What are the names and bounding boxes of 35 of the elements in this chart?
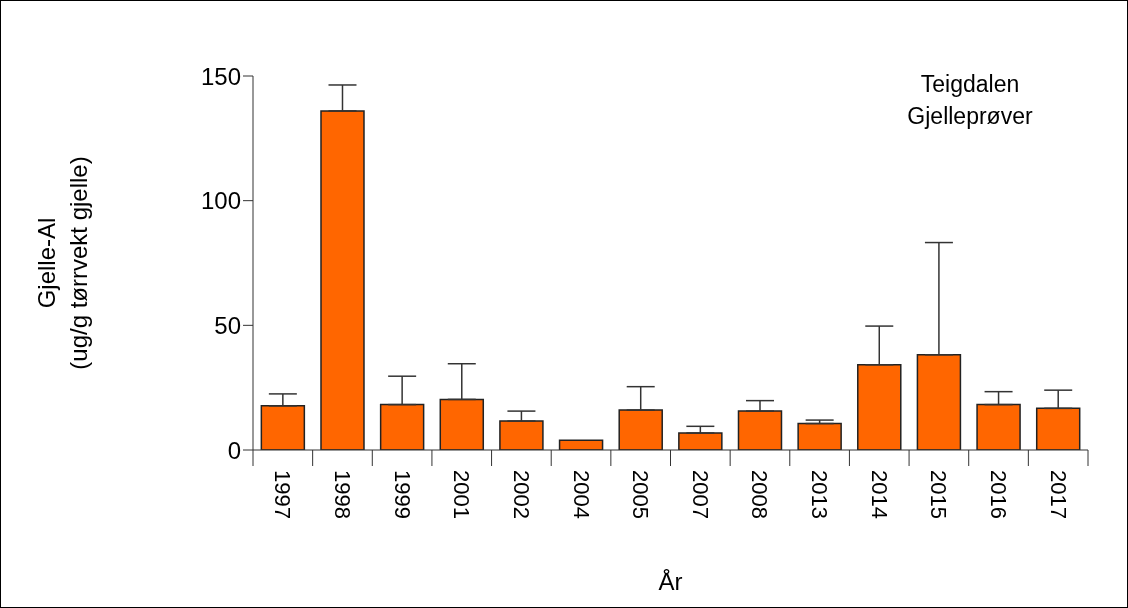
x-tick-label: 1999 <box>389 470 415 519</box>
bar <box>916 354 962 450</box>
bar <box>379 403 425 450</box>
bar <box>618 409 663 450</box>
y-tick-label: 100 <box>200 187 241 215</box>
bar <box>857 363 902 450</box>
y-axis-title: Gjelle-Al (ug/g tørrvekt gjelle) <box>33 156 92 370</box>
x-tick-label: 2016 <box>986 470 1012 519</box>
bar <box>797 422 842 450</box>
bar <box>439 398 485 450</box>
x-tick-label: 2017 <box>1045 470 1071 519</box>
x-tick-label: 2004 <box>568 470 594 519</box>
x-tick-label: 1998 <box>329 470 355 519</box>
x-tick-label: 2007 <box>687 470 713 519</box>
x-tick-label: 2013 <box>807 470 833 519</box>
x-tick-label: 2015 <box>926 470 952 519</box>
bar <box>260 405 306 450</box>
bar <box>976 403 1021 450</box>
y-tick-label: 50 <box>214 311 241 339</box>
x-tick-label: 2002 <box>508 470 534 519</box>
y-tick-label: 0 <box>227 436 241 464</box>
x-tick-label: 2005 <box>628 470 654 519</box>
annotation: Teigdalen <box>919 70 1021 99</box>
x-tick-label: 1997 <box>270 470 296 519</box>
y-tick-label: 150 <box>200 62 241 90</box>
bar <box>678 432 723 450</box>
bar <box>320 110 365 450</box>
x-tick-label: 2001 <box>449 470 475 519</box>
x-tick-label: 2008 <box>747 470 773 519</box>
annotation: Gjelleprøver <box>906 102 1034 131</box>
x-tick-label: 2014 <box>866 470 892 519</box>
bar <box>499 420 544 450</box>
x-axis-title: År <box>658 568 683 595</box>
bar <box>1035 407 1081 450</box>
bar <box>737 410 783 450</box>
